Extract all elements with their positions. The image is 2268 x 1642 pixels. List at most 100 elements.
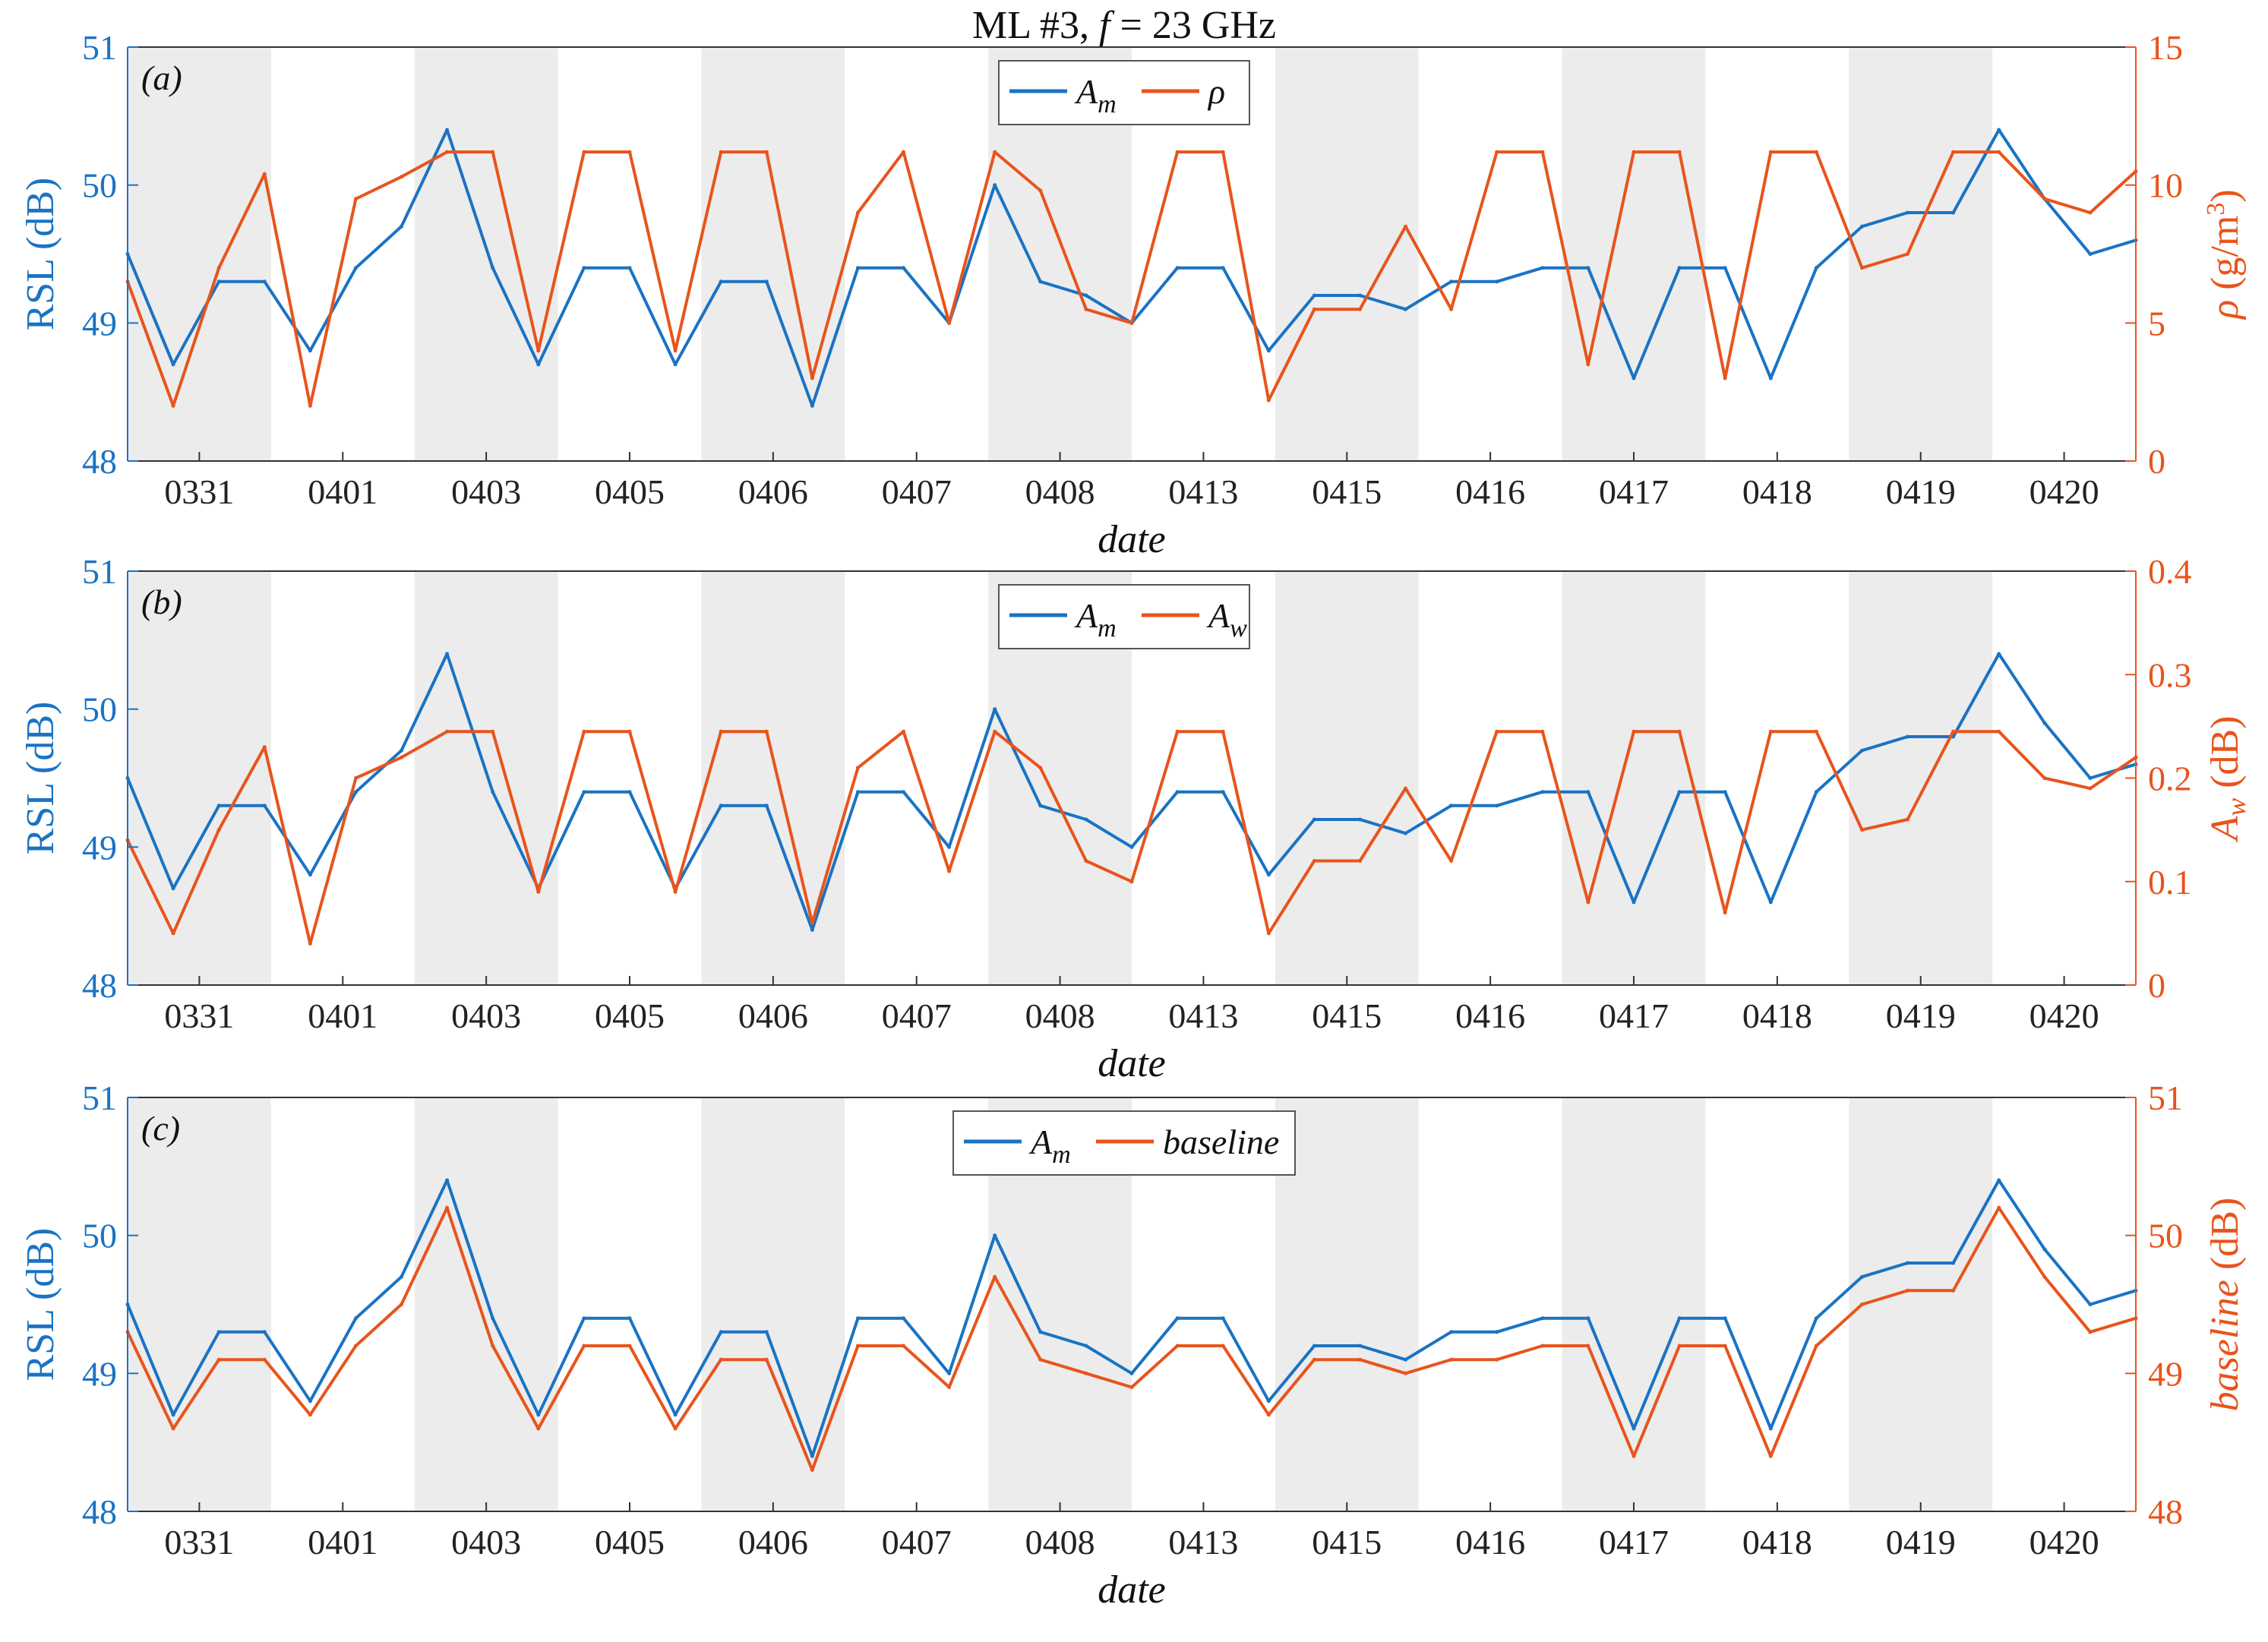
data-point — [902, 1344, 905, 1348]
data-point — [947, 1371, 952, 1375]
data-point — [1723, 1344, 1727, 1348]
data-point — [1768, 900, 1773, 905]
data-point — [308, 1399, 312, 1404]
left-tick-label: 50 — [82, 166, 117, 205]
data-point — [947, 321, 952, 325]
data-point — [1632, 150, 1636, 154]
data-point — [1768, 150, 1773, 154]
data-point — [2042, 197, 2047, 201]
data-point — [1723, 266, 1727, 270]
data-point — [400, 1303, 403, 1306]
data-point — [1175, 1344, 1180, 1348]
data-point — [902, 729, 905, 734]
x-tick-label: 0403 — [451, 1523, 521, 1561]
right-tick-label: 0.3 — [2148, 655, 2192, 694]
left-tick-label: 48 — [82, 1492, 117, 1531]
right-tick-label: 49 — [2148, 1354, 2183, 1393]
data-point — [491, 1344, 495, 1348]
data-point — [1084, 817, 1088, 822]
data-point — [1084, 293, 1088, 298]
data-point — [764, 150, 769, 154]
data-point — [1495, 729, 1499, 734]
data-point — [1632, 376, 1636, 381]
data-point — [1312, 1357, 1316, 1362]
data-point — [216, 804, 221, 808]
right-axis-label: ρ (g/m3) — [2202, 189, 2247, 321]
data-point — [2088, 210, 2093, 215]
right-tick-label: 50 — [2148, 1217, 2183, 1255]
data-point — [856, 766, 860, 770]
right-tick-label: 48 — [2148, 1492, 2183, 1531]
data-point — [1358, 307, 1362, 311]
x-tick-label: 0401 — [308, 996, 377, 1035]
data-point — [1632, 1454, 1636, 1458]
data-point — [354, 1316, 358, 1321]
data-point — [627, 1316, 632, 1321]
x-tick-label: 0401 — [308, 1523, 377, 1561]
data-point — [1449, 1330, 1454, 1334]
data-point — [582, 150, 586, 154]
data-point — [1221, 729, 1225, 734]
data-point — [2042, 721, 2047, 725]
data-point — [993, 1274, 997, 1279]
data-point — [719, 804, 723, 808]
x-tick-label: 0418 — [1742, 1523, 1812, 1561]
data-point — [445, 1178, 450, 1183]
x-tick-label: 0401 — [308, 472, 377, 511]
data-point — [1084, 1344, 1088, 1348]
data-point — [262, 1357, 267, 1362]
x-tick-label: 0407 — [882, 996, 952, 1035]
data-point — [1221, 790, 1225, 794]
data-point — [308, 1413, 312, 1417]
data-point — [1951, 210, 1956, 215]
x-tick-label: 0403 — [451, 996, 521, 1035]
left-axis-label: RSL (dB) — [19, 178, 62, 331]
data-point — [400, 748, 403, 753]
x-tick-label: 0413 — [1168, 472, 1238, 511]
data-point — [627, 1344, 632, 1348]
data-point — [1906, 252, 1909, 256]
data-point — [1677, 729, 1682, 734]
x-tick-label: 0413 — [1168, 1523, 1238, 1561]
right-tick-label: 10 — [2148, 166, 2183, 205]
data-point — [1814, 790, 1818, 794]
data-point — [1175, 729, 1180, 734]
shade-band — [414, 571, 558, 985]
data-point — [947, 869, 952, 873]
data-point — [1358, 1344, 1362, 1348]
panel-b: 48 49 50 51 0 0.1 0.2 0.3 0.4 0331 0401 0403 0405 040… — [19, 552, 2251, 1085]
data-point — [1404, 786, 1407, 791]
data-point — [856, 790, 860, 794]
legend-entry: Aw — [1206, 596, 1247, 643]
data-point — [308, 873, 312, 877]
right-axis-label: baseline (dB) — [2203, 1198, 2247, 1412]
data-point — [262, 172, 267, 176]
data-point — [262, 745, 267, 750]
right-tick-label: 0.1 — [2148, 863, 2192, 902]
data-point — [1358, 817, 1362, 822]
x-tick-label: 0405 — [595, 1523, 665, 1561]
shade-band — [701, 1097, 845, 1511]
data-point — [445, 652, 450, 656]
shade-band — [1562, 571, 1706, 985]
data-point — [1038, 1330, 1043, 1334]
data-point — [1312, 1344, 1316, 1348]
data-point — [1540, 729, 1545, 734]
data-point — [400, 1274, 403, 1279]
data-point — [1860, 828, 1864, 832]
x-tick-label: 0331 — [164, 472, 234, 511]
right-tick-label: 0 — [2148, 442, 2165, 481]
data-point — [1860, 1303, 1864, 1306]
left-tick-label: 49 — [82, 304, 117, 343]
data-point — [171, 886, 175, 891]
x-tick-label: 0418 — [1742, 472, 1812, 511]
right-axis-label: Aw (dB) — [2203, 715, 2251, 842]
left-axis-label: RSL (dB) — [19, 702, 62, 855]
data-point — [1586, 1316, 1590, 1321]
data-point — [1723, 376, 1727, 381]
data-point — [1175, 150, 1180, 154]
data-point — [354, 776, 358, 780]
data-point — [1997, 729, 2001, 734]
data-point — [2042, 776, 2047, 780]
data-point — [810, 1454, 814, 1458]
